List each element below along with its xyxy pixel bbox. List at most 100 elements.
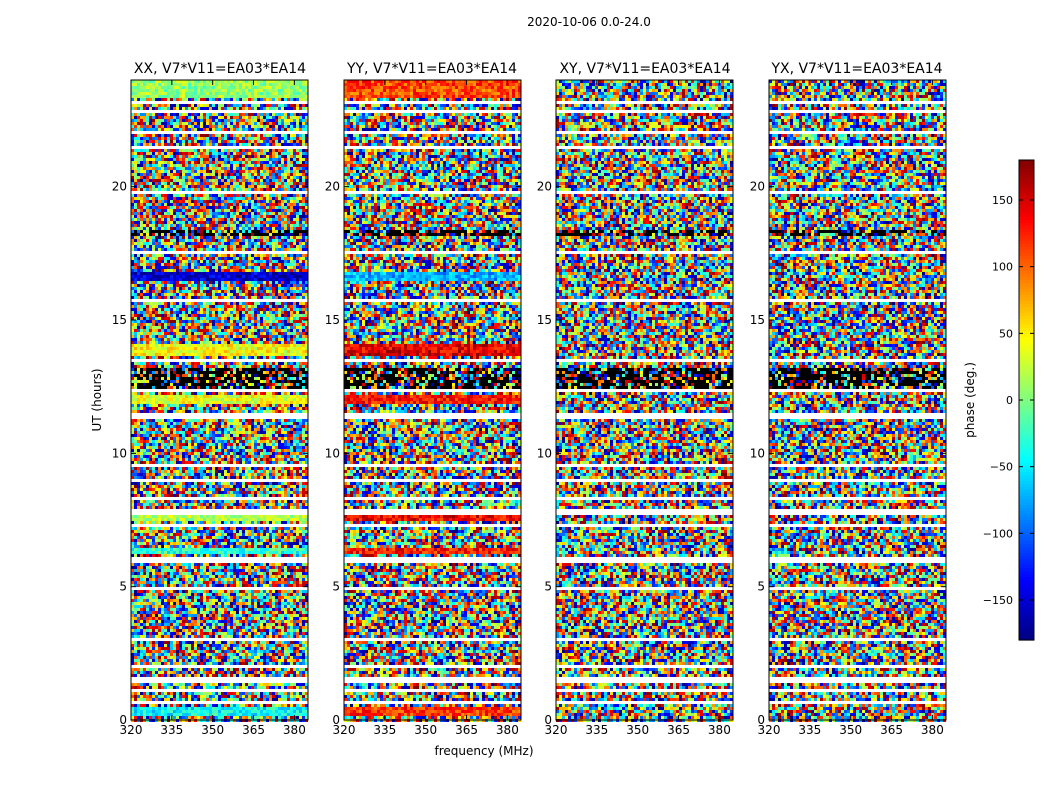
heatmap-cell [290, 173, 293, 176]
heatmap-cell [209, 278, 212, 281]
heatmap-cell [245, 179, 248, 182]
heatmap-cell [269, 290, 272, 293]
heatmap-cell [290, 164, 293, 167]
heatmap-cell [278, 302, 281, 305]
heatmap-cell [227, 134, 230, 137]
heatmap-cell [236, 266, 239, 269]
heatmap-cell [146, 128, 149, 131]
heatmap-cell [146, 95, 149, 98]
heatmap-cell [143, 281, 146, 284]
heatmap-cell [173, 254, 176, 257]
heatmap-cell [293, 128, 296, 131]
heatmap-cell [302, 161, 305, 164]
heatmap-cell [209, 275, 212, 278]
heatmap-cell [149, 266, 152, 269]
heatmap-cell [161, 116, 164, 119]
heatmap-cell [167, 248, 170, 251]
heatmap-cell [290, 218, 293, 221]
heatmap-cell [137, 266, 140, 269]
heatmap-cell [185, 233, 188, 236]
heatmap-cell [143, 284, 146, 287]
heatmap-cell [296, 266, 299, 269]
heatmap-cell [260, 302, 263, 305]
heatmap-cell [137, 281, 140, 284]
heatmap-cell [272, 269, 275, 272]
heatmap-cell [251, 86, 254, 89]
heatmap-cell [146, 266, 149, 269]
heatmap-cell [245, 80, 248, 83]
heatmap-cell [143, 341, 146, 344]
heatmap-cell [215, 323, 218, 326]
heatmap-cell [236, 128, 239, 131]
heatmap-cell [239, 107, 242, 110]
heatmap-cell [179, 287, 182, 290]
heatmap-cell [260, 266, 263, 269]
heatmap-cell [182, 86, 185, 89]
heatmap-cell [287, 203, 290, 206]
heatmap-cell [218, 248, 221, 251]
heatmap-cell [230, 287, 233, 290]
heatmap-cell [212, 134, 215, 137]
heatmap-cell [293, 272, 296, 275]
heatmap-cell [290, 149, 293, 152]
heatmap-cell [191, 167, 194, 170]
heatmap-cell [302, 182, 305, 185]
heatmap-cell [296, 143, 299, 146]
heatmap-cell [167, 188, 170, 191]
heatmap-cell [302, 326, 305, 329]
heatmap-cell [272, 293, 275, 296]
heatmap-cell [173, 281, 176, 284]
heatmap-cell [185, 197, 188, 200]
heatmap-cell [275, 317, 278, 320]
heatmap-cell [146, 221, 149, 224]
heatmap-cell [197, 344, 200, 347]
heatmap-cell [302, 149, 305, 152]
heatmap-cell [230, 326, 233, 329]
heatmap-cell [131, 233, 134, 236]
heatmap-cell [236, 344, 239, 347]
heatmap-cell [140, 305, 143, 308]
heatmap-cell [179, 347, 182, 350]
heatmap-cell [269, 188, 272, 191]
heatmap-cell [245, 275, 248, 278]
heatmap-cell [263, 104, 266, 107]
heatmap-cell [182, 344, 185, 347]
heatmap-cell [254, 92, 257, 95]
heatmap-cell [236, 113, 239, 116]
heatmap-cell [200, 266, 203, 269]
heatmap-cell [257, 107, 260, 110]
heatmap-cell [230, 344, 233, 347]
heatmap-cell [239, 284, 242, 287]
heatmap-cell [287, 284, 290, 287]
heatmap-cell [164, 308, 167, 311]
heatmap-cell [149, 173, 152, 176]
heatmap-cell [293, 275, 296, 278]
heatmap-cell [275, 152, 278, 155]
heatmap-cell [209, 239, 212, 242]
heatmap-cell [191, 326, 194, 329]
heatmap-cell [161, 284, 164, 287]
heatmap-cell [209, 296, 212, 299]
heatmap-cell [140, 296, 143, 299]
heatmap-cell [230, 236, 233, 239]
heatmap-cell [281, 257, 284, 260]
heatmap-cell [263, 194, 266, 197]
heatmap-cell [137, 197, 140, 200]
heatmap-cell [305, 341, 308, 344]
heatmap-cell [194, 185, 197, 188]
heatmap-cell [179, 221, 182, 224]
heatmap-cell [296, 344, 299, 347]
heatmap-cell [239, 173, 242, 176]
heatmap-cell [284, 332, 287, 335]
heatmap-cell [176, 158, 179, 161]
heatmap-cell [227, 335, 230, 338]
heatmap-cell [251, 152, 254, 155]
heatmap-cell [251, 305, 254, 308]
heatmap-cell [185, 320, 188, 323]
heatmap-cell [209, 272, 212, 275]
heatmap-cell [194, 338, 197, 341]
heatmap-cell [233, 254, 236, 257]
heatmap-cell [215, 302, 218, 305]
heatmap-cell [260, 92, 263, 95]
heatmap-cell [284, 230, 287, 233]
